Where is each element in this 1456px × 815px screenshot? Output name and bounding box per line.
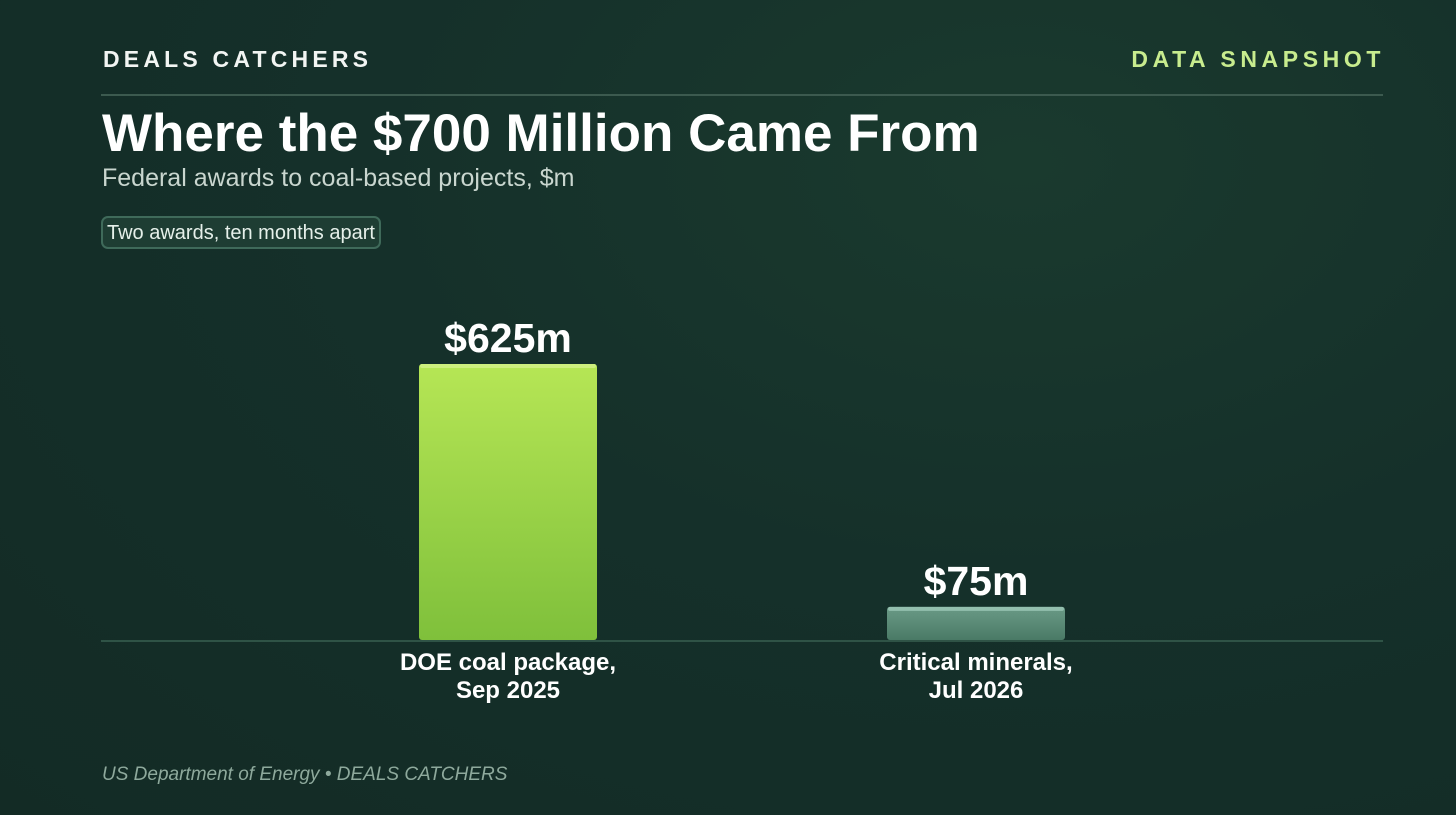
data-label-2: $75m [924,558,1029,604]
data-label-1: $625m [444,315,572,361]
bar-2-highlight [888,606,1064,611]
bars-group [419,364,1065,640]
header-divider [101,94,1383,96]
bar-1-highlight [420,364,596,368]
category-label-line: Sep 2025 [456,677,560,704]
brand-name: DEALS CATCHERS [103,46,373,72]
bar-1 [419,364,597,640]
chart-subtitle: Federal awards to coal-based projects, $… [102,164,575,192]
bar-2 [887,606,1065,640]
labels-group: $625m DOE coal package, Sep 2025 $75m Critic… [400,315,1073,704]
annotation-tag: Two awards, ten months apart [101,216,381,249]
category-label-1: DOE coal package, Sep 2025 [400,649,616,704]
chart-title: Where the $700 Million Came From [102,104,980,163]
category-label-line: DOE coal package, [400,649,616,676]
snapshot-kicker: DATA SNAPSHOT [1131,46,1385,72]
category-label-line: Critical minerals, [879,649,1072,676]
source-note: US Department of Energy • DEALS CATCHERS [102,764,508,785]
category-label-2: Critical minerals, Jul 2026 [879,649,1072,704]
category-label-line: Jul 2026 [929,677,1024,704]
